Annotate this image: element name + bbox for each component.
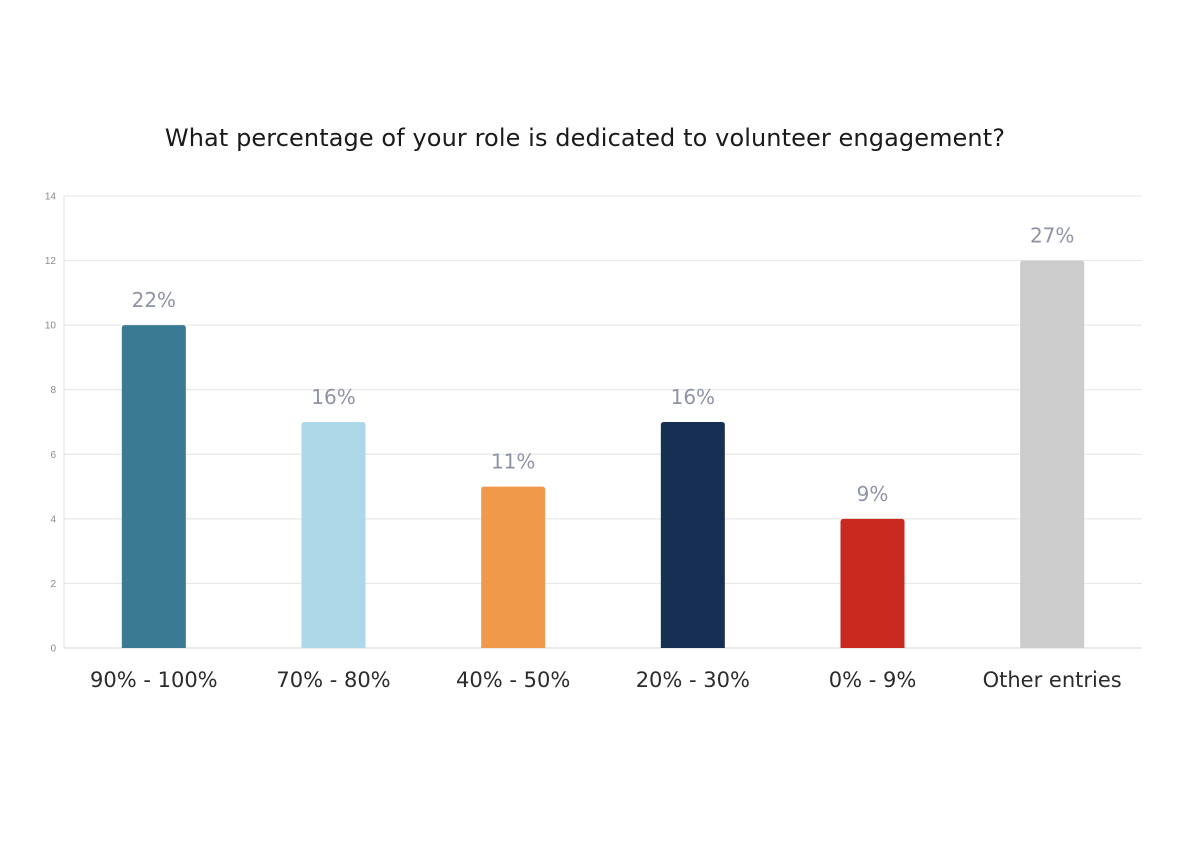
- bar-3: [660, 422, 725, 648]
- x-tick-label-2: 40% - 50%: [456, 668, 570, 692]
- y-tick-label: 12: [45, 256, 57, 267]
- x-tick-label-3: 20% - 30%: [636, 668, 750, 692]
- data-labels: 22% 16% 11% 16% 9% 27%: [132, 224, 1075, 506]
- gridlines: [64, 195, 1142, 649]
- y-tick-label: 2: [50, 579, 56, 590]
- y-tick-label: 6: [50, 450, 56, 461]
- data-label-2: 11%: [491, 450, 535, 474]
- x-tick-label-0: 90% - 100%: [90, 668, 218, 692]
- y-tick-label: 10: [45, 321, 57, 332]
- x-tick-label-5: Other entries: [983, 668, 1122, 692]
- bars: [121, 260, 1085, 648]
- data-label-4: 9%: [857, 482, 889, 506]
- x-tick-labels: 90% - 100% 70% - 80% 40% - 50% 20% - 30% 0% …: [90, 668, 1122, 692]
- data-label-1: 16%: [311, 385, 355, 409]
- x-tick-label-1: 70% - 80%: [276, 668, 390, 692]
- chart-title: What percentage of your role is dedicate…: [164, 124, 1006, 152]
- data-label-5: 27%: [1030, 224, 1074, 248]
- y-tick-label: 4: [50, 514, 56, 525]
- bar-1: [301, 422, 366, 648]
- y-tick-labels: 0 2 4 6 8 10 12 14: [45, 192, 57, 655]
- bar-5: [1020, 260, 1085, 648]
- bar-0: [121, 325, 186, 648]
- x-tick-label-4: 0% - 9%: [829, 668, 917, 692]
- y-tick-label: 0: [50, 644, 56, 655]
- bar-4: [840, 518, 905, 648]
- y-tick-label: 8: [50, 385, 56, 396]
- data-label-3: 16%: [671, 385, 715, 409]
- y-tick-label: 14: [45, 192, 57, 203]
- data-label-0: 22%: [132, 288, 176, 312]
- bar-2: [481, 486, 546, 648]
